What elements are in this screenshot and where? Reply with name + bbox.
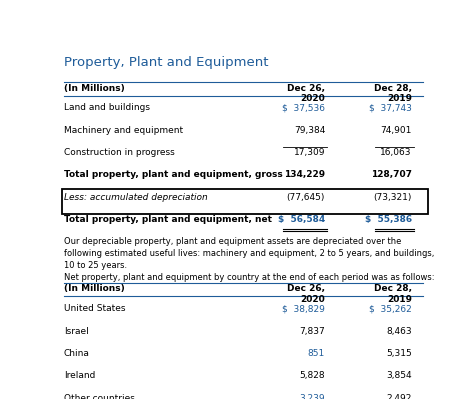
Text: 5,315: 5,315	[386, 349, 412, 358]
Text: 8,463: 8,463	[386, 326, 412, 336]
Text: (In Millions): (In Millions)	[64, 284, 125, 293]
Text: Our depreciable property, plant and equipment assets are depreciated over the
fo: Our depreciable property, plant and equi…	[64, 237, 434, 270]
Text: United States: United States	[64, 304, 126, 313]
Text: $  37,536: $ 37,536	[282, 103, 325, 112]
Text: 16,063: 16,063	[380, 148, 412, 157]
Text: Israel: Israel	[64, 326, 89, 336]
Text: 79,384: 79,384	[294, 126, 325, 134]
Text: (In Millions): (In Millions)	[64, 84, 125, 93]
Text: Land and buildings: Land and buildings	[64, 103, 150, 112]
Text: 17,309: 17,309	[294, 148, 325, 157]
Text: China: China	[64, 349, 90, 358]
Text: Dec 26,
2020: Dec 26, 2020	[287, 284, 325, 304]
Text: $  35,262: $ 35,262	[369, 304, 412, 313]
Text: Dec 28,
2019: Dec 28, 2019	[374, 84, 412, 103]
Text: Dec 28,
2019: Dec 28, 2019	[374, 284, 412, 304]
Text: 3,239: 3,239	[299, 394, 325, 399]
Text: Ireland: Ireland	[64, 371, 95, 380]
Text: Machinery and equipment: Machinery and equipment	[64, 126, 183, 134]
Text: 5,828: 5,828	[299, 371, 325, 380]
Text: Dec 26,
2020: Dec 26, 2020	[287, 84, 325, 103]
Text: (77,645): (77,645)	[287, 193, 325, 202]
Text: Net property, plant and equipment by country at the end of each period was as fo: Net property, plant and equipment by cou…	[64, 273, 435, 282]
Text: $  55,386: $ 55,386	[365, 215, 412, 224]
Text: $  56,584: $ 56,584	[278, 215, 325, 224]
Text: 3,854: 3,854	[386, 371, 412, 380]
Text: 7,837: 7,837	[299, 326, 325, 336]
Text: 851: 851	[308, 349, 325, 358]
Text: (73,321): (73,321)	[374, 193, 412, 202]
Text: Less: accumulated depreciation: Less: accumulated depreciation	[64, 193, 208, 202]
Text: 134,229: 134,229	[284, 170, 325, 180]
Text: $  38,829: $ 38,829	[282, 304, 325, 313]
Text: Property, Plant and Equipment: Property, Plant and Equipment	[64, 55, 268, 69]
Text: 128,707: 128,707	[371, 170, 412, 180]
Text: Total property, plant and equipment, gross: Total property, plant and equipment, gro…	[64, 170, 283, 180]
Text: 2,492: 2,492	[387, 394, 412, 399]
Text: Other countries: Other countries	[64, 394, 135, 399]
Text: Total property, plant and equipment, net: Total property, plant and equipment, net	[64, 215, 272, 224]
Text: Construction in progress: Construction in progress	[64, 148, 175, 157]
Text: 74,901: 74,901	[380, 126, 412, 134]
Text: $  37,743: $ 37,743	[369, 103, 412, 112]
